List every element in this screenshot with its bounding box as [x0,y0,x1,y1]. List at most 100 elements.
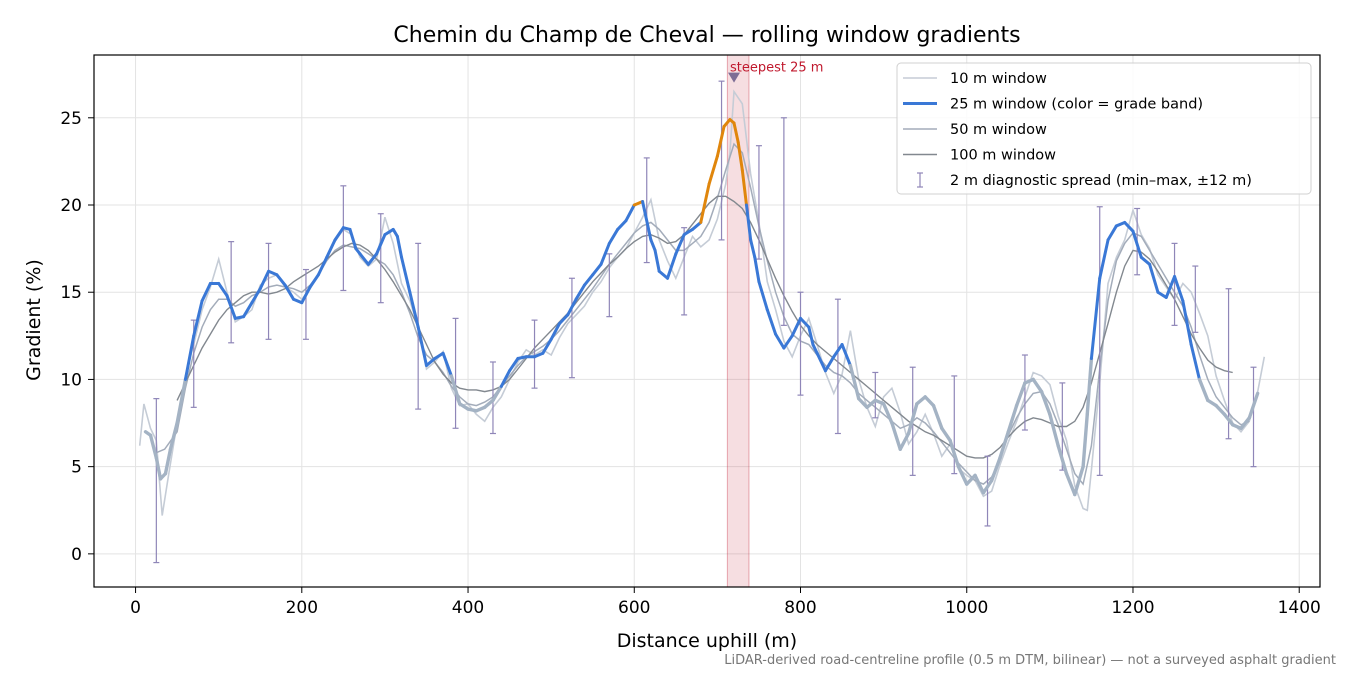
series-25m-segment [163,447,173,476]
x-tick-label: 1400 [1278,598,1321,618]
series-25m-segment [840,343,852,367]
series-25m-segment [682,227,694,237]
series-25m-segment [856,396,869,410]
series-25m-segment [657,269,670,280]
series-25m-segment [998,430,1011,460]
x-tick-label: 800 [784,598,816,618]
legend-label: 2 m diagnostic spread (min–max, ±12 m) [950,173,1252,189]
series-25m-segment [325,238,337,259]
series-25m-segment [1085,356,1094,417]
series-25m-segment [258,269,271,291]
series-25m-segment [1114,220,1127,228]
series-25m-segment [799,316,811,329]
series-25m-segment [956,464,969,486]
series-25m-segment [666,252,678,280]
series-25m-segment [865,398,878,410]
series-25m-segment [811,343,819,355]
series-25m-segment [200,281,212,303]
series-25m-segment [491,384,503,403]
x-tick-label: 1200 [1111,598,1154,618]
series-25m-segment [1222,412,1235,427]
series-25m-segment [591,262,603,277]
series-25m-segment [753,255,761,284]
legend-label: 100 m window [950,148,1056,164]
series-25m-segment [653,248,661,273]
series-25m-segment [815,351,827,373]
series-25m-segment [283,283,295,301]
series-25m-segment [267,269,279,277]
series-50m-line [156,142,1250,486]
series-25m-segment [250,287,262,305]
x-tick-label: 600 [618,598,650,618]
x-tick-label: 1000 [945,598,988,618]
series-25m-segment [1106,224,1118,242]
series-25m-segment [1031,377,1044,394]
series-25m-segment [300,285,312,305]
series-25m-segment [782,334,794,350]
x-axis-label: Distance uphill (m) [617,630,797,652]
series-25m-segment [715,125,726,158]
series-25m-segment [989,456,1002,483]
series-25m-segment [383,227,395,237]
series-25m-segment [333,226,345,242]
series-100m-line [176,195,1233,459]
series-25m-segment [1098,238,1110,280]
series-25m-segment [1148,262,1160,294]
series-25m-segment [441,351,453,378]
series-25m-segment [308,273,320,289]
legend-label: 50 m window [950,122,1047,138]
series-25m-segment [168,421,179,451]
series-25m-segment [624,203,636,223]
series-25m-segment [533,351,545,359]
series-25m-segment [499,369,512,388]
series-25m-segment [749,238,757,259]
y-tick-label: 10 [60,370,82,390]
series-25m-segment [940,426,952,443]
series-25m-segment [549,322,561,341]
chart-footnote: LiDAR-derived road-centreline profile (0… [724,653,1336,668]
series-25m-segment [1006,403,1019,434]
series-25m-segment [1064,471,1077,497]
series-25m-segment [1181,299,1193,347]
y-tick-label: 20 [60,196,82,216]
series-25m-segment [424,357,437,367]
x-tick-label: 200 [286,598,318,618]
series-25m-segment [557,313,570,326]
y-tick-label: 25 [60,109,82,129]
series-25m-segment [707,154,719,186]
series-25m-segment [1073,464,1085,497]
series-25m-segment [400,255,412,294]
series-25m-segment [732,121,740,144]
series-25m-segment [416,325,428,367]
series-25m-segment [316,255,329,277]
series-25m-segment [599,241,611,266]
series-25m-segment [433,351,445,361]
legend-label: 25 m window (color = grade band) [950,97,1203,113]
series-25m-segment [291,297,304,305]
series-25m-segment [607,227,620,245]
series-25m-segment [744,203,753,242]
series-25m-segment [906,402,919,436]
series-25m-segment [757,280,769,312]
series-25m-segment [358,252,370,266]
series-25m-segment [225,294,237,320]
series-25m-segment [973,473,986,495]
y-tick-label: 15 [60,283,82,303]
series-25m-segment [699,182,711,224]
series-25m-segment [740,168,748,207]
series-25m-segment [449,374,462,406]
steepest-marker [728,72,741,83]
series-25m-segment [1139,255,1152,266]
y-tick-label: 0 [71,545,82,565]
y-tick-label: 5 [71,458,82,478]
series-25m-segment [765,308,778,336]
series-25m-segment [1056,444,1069,476]
series-25m-segment [1214,403,1227,417]
legend-label: 10 m window [950,71,1047,87]
series-25m-segment [774,332,786,350]
series-25m-segment [965,473,977,486]
series-25m-segment [242,301,254,319]
series-25m-segment [1039,389,1052,417]
steepest-label: steepest 25 m [730,61,823,76]
